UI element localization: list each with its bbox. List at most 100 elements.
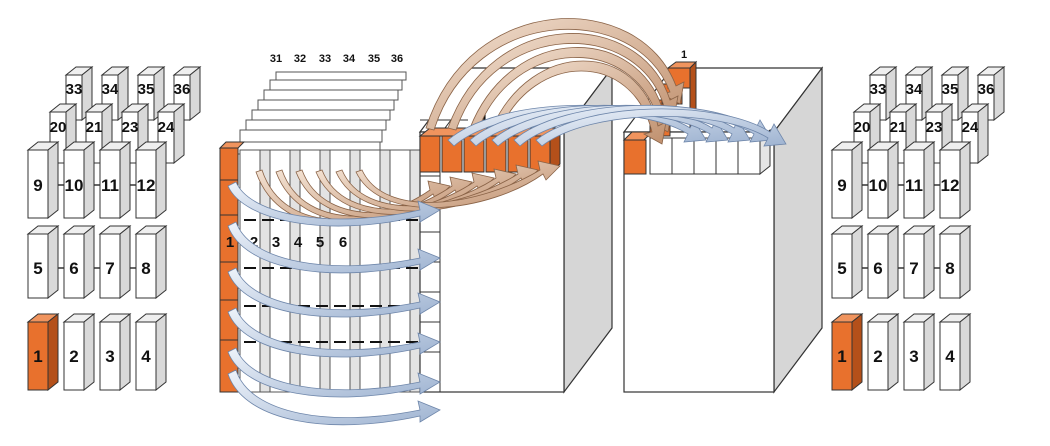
grid-orange-strip: [218, 141, 246, 393]
left-row-5-8: 5 6 7 8: [26, 224, 168, 300]
label-7: 7: [909, 259, 918, 278]
left-block-2: 2: [62, 312, 96, 392]
grid-front-label-3: 3: [272, 234, 280, 251]
right-cube: 1: [622, 49, 824, 394]
grid-front-label-5: 5: [316, 234, 324, 251]
right-block-5: 5: [830, 224, 864, 300]
label-6: 6: [873, 259, 882, 278]
label-11: 11: [905, 176, 923, 195]
label-4: 4: [945, 347, 955, 366]
label-10: 10: [65, 176, 84, 195]
label-24: 24: [962, 119, 979, 136]
left-block-11: 11: [98, 140, 132, 220]
label-3: 3: [105, 347, 114, 366]
label-1: 1: [33, 347, 42, 366]
label-20: 20: [854, 119, 871, 136]
grid-front-label-4: 4: [294, 234, 303, 251]
grid-top-label-33: 33: [319, 53, 331, 65]
right-block-7: 7: [902, 224, 936, 300]
right-cube-label: 1: [681, 49, 687, 61]
grid-top-labels: 31 32 33 34 35 36: [270, 53, 403, 65]
left-block-10: 10: [62, 140, 96, 220]
right-row-9-12: 9 10 11 12: [830, 140, 972, 220]
label-3: 3: [909, 347, 918, 366]
left-block-5: 5: [26, 224, 60, 300]
right-row-20-24: 20 21 23 24: [852, 102, 990, 165]
left-block-7: 7: [98, 224, 132, 300]
label-24: 24: [158, 119, 175, 136]
label-35: 35: [138, 81, 155, 98]
label-36: 36: [978, 81, 995, 98]
grid-top-label-31: 31: [270, 53, 282, 65]
grid-front-label-2: 2: [250, 234, 258, 251]
right-block-11: 11: [902, 140, 936, 220]
left-block-cluster: 33 34 35 36: [26, 65, 202, 392]
grid-front-label-1: 1: [226, 234, 234, 251]
blue-arrows-cube-to-cube: [447, 104, 787, 147]
right-block-8: 8: [938, 224, 972, 300]
grid-top-label-35: 35: [368, 53, 380, 65]
left-block-12: 12: [134, 140, 168, 220]
right-block-3: 3: [902, 312, 936, 392]
label-10: 10: [869, 176, 888, 195]
label-9: 9: [837, 176, 846, 195]
label-8: 8: [945, 259, 954, 278]
label-12: 12: [941, 176, 960, 195]
grid-front-label-6: 6: [339, 234, 347, 251]
label-6: 6: [69, 259, 78, 278]
label-35: 35: [942, 81, 959, 98]
label-2: 2: [69, 347, 78, 366]
grid-back-layers: [235, 71, 407, 155]
right-cube-orange-cell: [622, 131, 654, 175]
right-block-4: 4: [938, 312, 972, 392]
right-block-35: 35: [940, 65, 970, 122]
label-23: 23: [122, 119, 139, 136]
label-11: 11: [101, 176, 119, 195]
right-block-1-highlighted: 1: [830, 312, 864, 392]
label-7: 7: [105, 259, 114, 278]
label-1: 1: [837, 347, 846, 366]
right-block-6: 6: [866, 224, 900, 300]
right-block-12: 12: [938, 140, 972, 220]
label-8: 8: [141, 259, 150, 278]
label-2: 2: [873, 347, 882, 366]
left-block-1-highlighted: 1: [26, 312, 60, 392]
right-row-33-36: 33 34 35 36: [868, 65, 1006, 122]
left-row-9-12: 9 10 11 12: [26, 140, 168, 220]
grid-top-label-34: 34: [343, 53, 356, 65]
label-20: 20: [50, 119, 67, 136]
left-block-6: 6: [62, 224, 96, 300]
label-23: 23: [926, 119, 943, 136]
label-9: 9: [33, 176, 42, 195]
left-block-4: 4: [134, 312, 168, 392]
label-21: 21: [890, 119, 907, 136]
label-36: 36: [174, 81, 191, 98]
label-4: 4: [141, 347, 151, 366]
brown-arrows-grid-to-cube: [255, 160, 561, 226]
grid-top-label-32: 32: [294, 53, 306, 65]
label-5: 5: [33, 259, 42, 278]
label-12: 12: [137, 176, 156, 195]
left-row-1-4: 1 2 3 4: [26, 312, 168, 392]
blue-arrows-strip-to-cube: [227, 181, 441, 426]
label-34: 34: [102, 81, 119, 98]
brown-arrows-over-top: [425, 18, 685, 145]
grid-front-labels: 1 2 3 4 5 6: [226, 234, 347, 251]
left-block-8: 8: [134, 224, 168, 300]
label-21: 21: [86, 119, 103, 136]
right-row-5-8: 5 6 7 8: [830, 224, 972, 300]
right-block-10: 10: [866, 140, 900, 220]
label-34: 34: [906, 81, 923, 98]
left-block-9: 9: [26, 140, 60, 220]
label-33: 33: [66, 81, 83, 98]
grid-top-label-36: 36: [391, 53, 403, 65]
label-5: 5: [837, 259, 846, 278]
right-row-1-4: 1 2 3 4: [830, 312, 972, 392]
left-block-36: 36: [172, 65, 202, 122]
label-33: 33: [870, 81, 887, 98]
right-block-36: 36: [976, 65, 1006, 122]
right-block-34: 34: [904, 65, 934, 122]
right-block-9: 9: [830, 140, 864, 220]
right-block-cluster: 33 34 35 36: [830, 65, 1006, 392]
